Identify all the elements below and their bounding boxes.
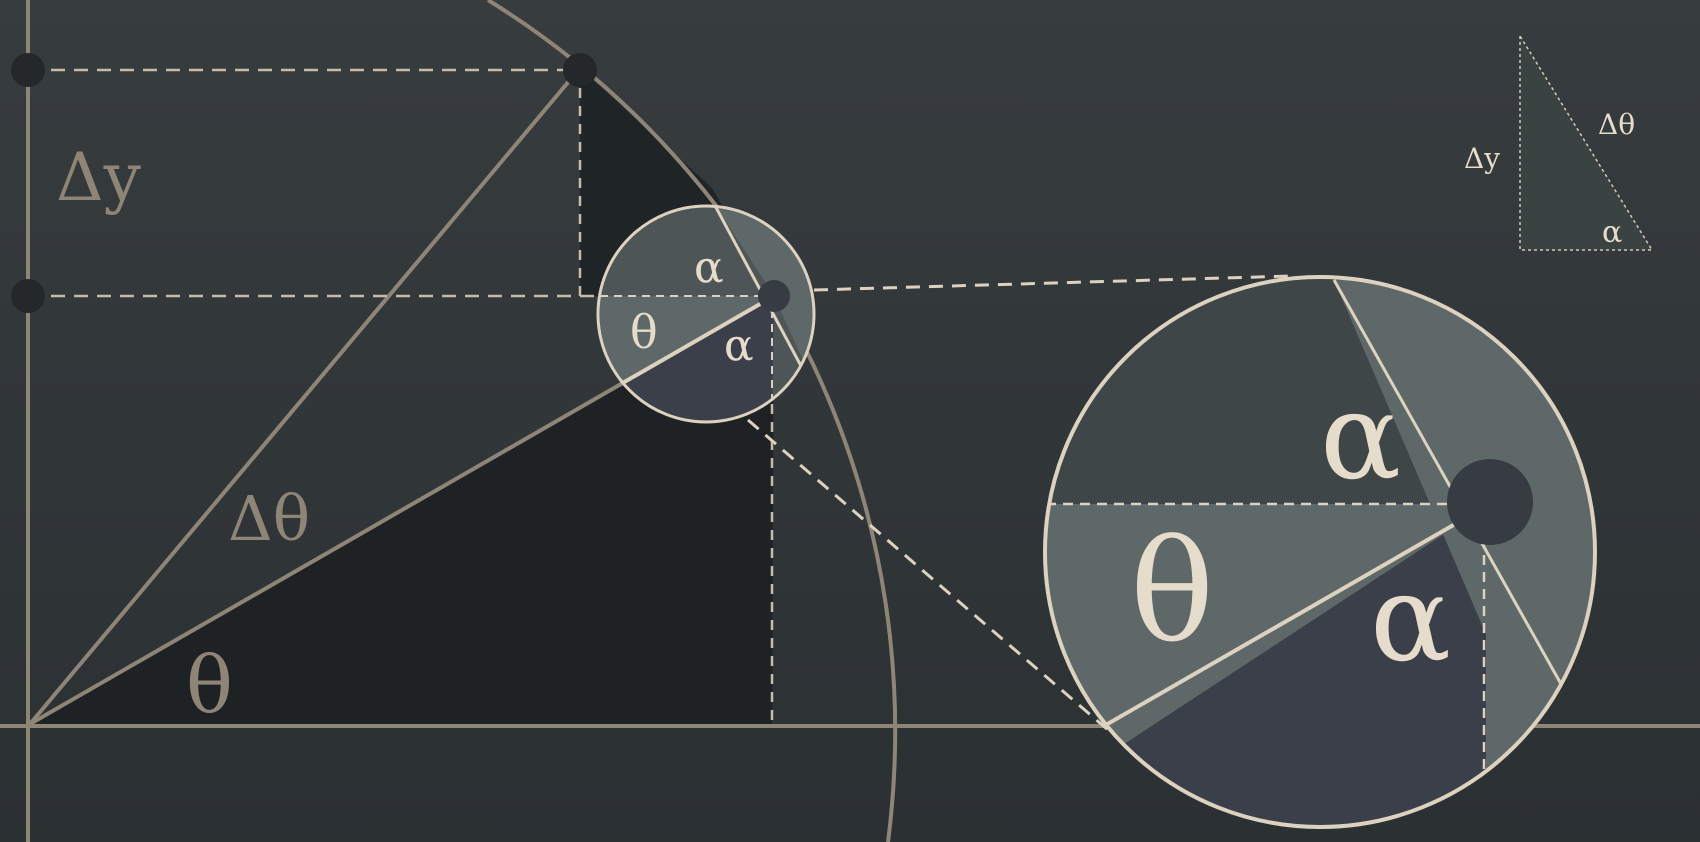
theta-label: θ	[186, 641, 233, 731]
magnifier-connector-bottom	[747, 418, 1109, 732]
small-alpha-bottom: α	[724, 320, 754, 371]
delta-y-label: Δy	[56, 139, 142, 216]
large-theta: θ	[1130, 511, 1214, 674]
delta-theta-label: Δθ	[228, 482, 310, 555]
large-alpha-bottom: α	[1370, 550, 1451, 689]
dot-y-bottom	[11, 279, 45, 313]
ref-delta-theta: Δθ	[1598, 108, 1635, 141]
radius-line-upper	[28, 66, 582, 726]
reference-triangle	[1519, 33, 1654, 251]
large-magnifier-center-dot	[1447, 459, 1533, 545]
small-theta: θ	[630, 305, 658, 359]
unit-circle-arc	[486, 0, 898, 842]
dot-arc-top	[563, 53, 597, 87]
dot-y-top	[11, 53, 45, 87]
large-magnifier	[1043, 275, 1597, 829]
ref-alpha: α	[1602, 215, 1622, 250]
large-alpha-top: α	[1320, 368, 1401, 507]
small-alpha-top: α	[694, 242, 724, 293]
magnifier-connector-top	[813, 274, 1293, 292]
ref-delta-y: Δy	[1464, 142, 1500, 175]
